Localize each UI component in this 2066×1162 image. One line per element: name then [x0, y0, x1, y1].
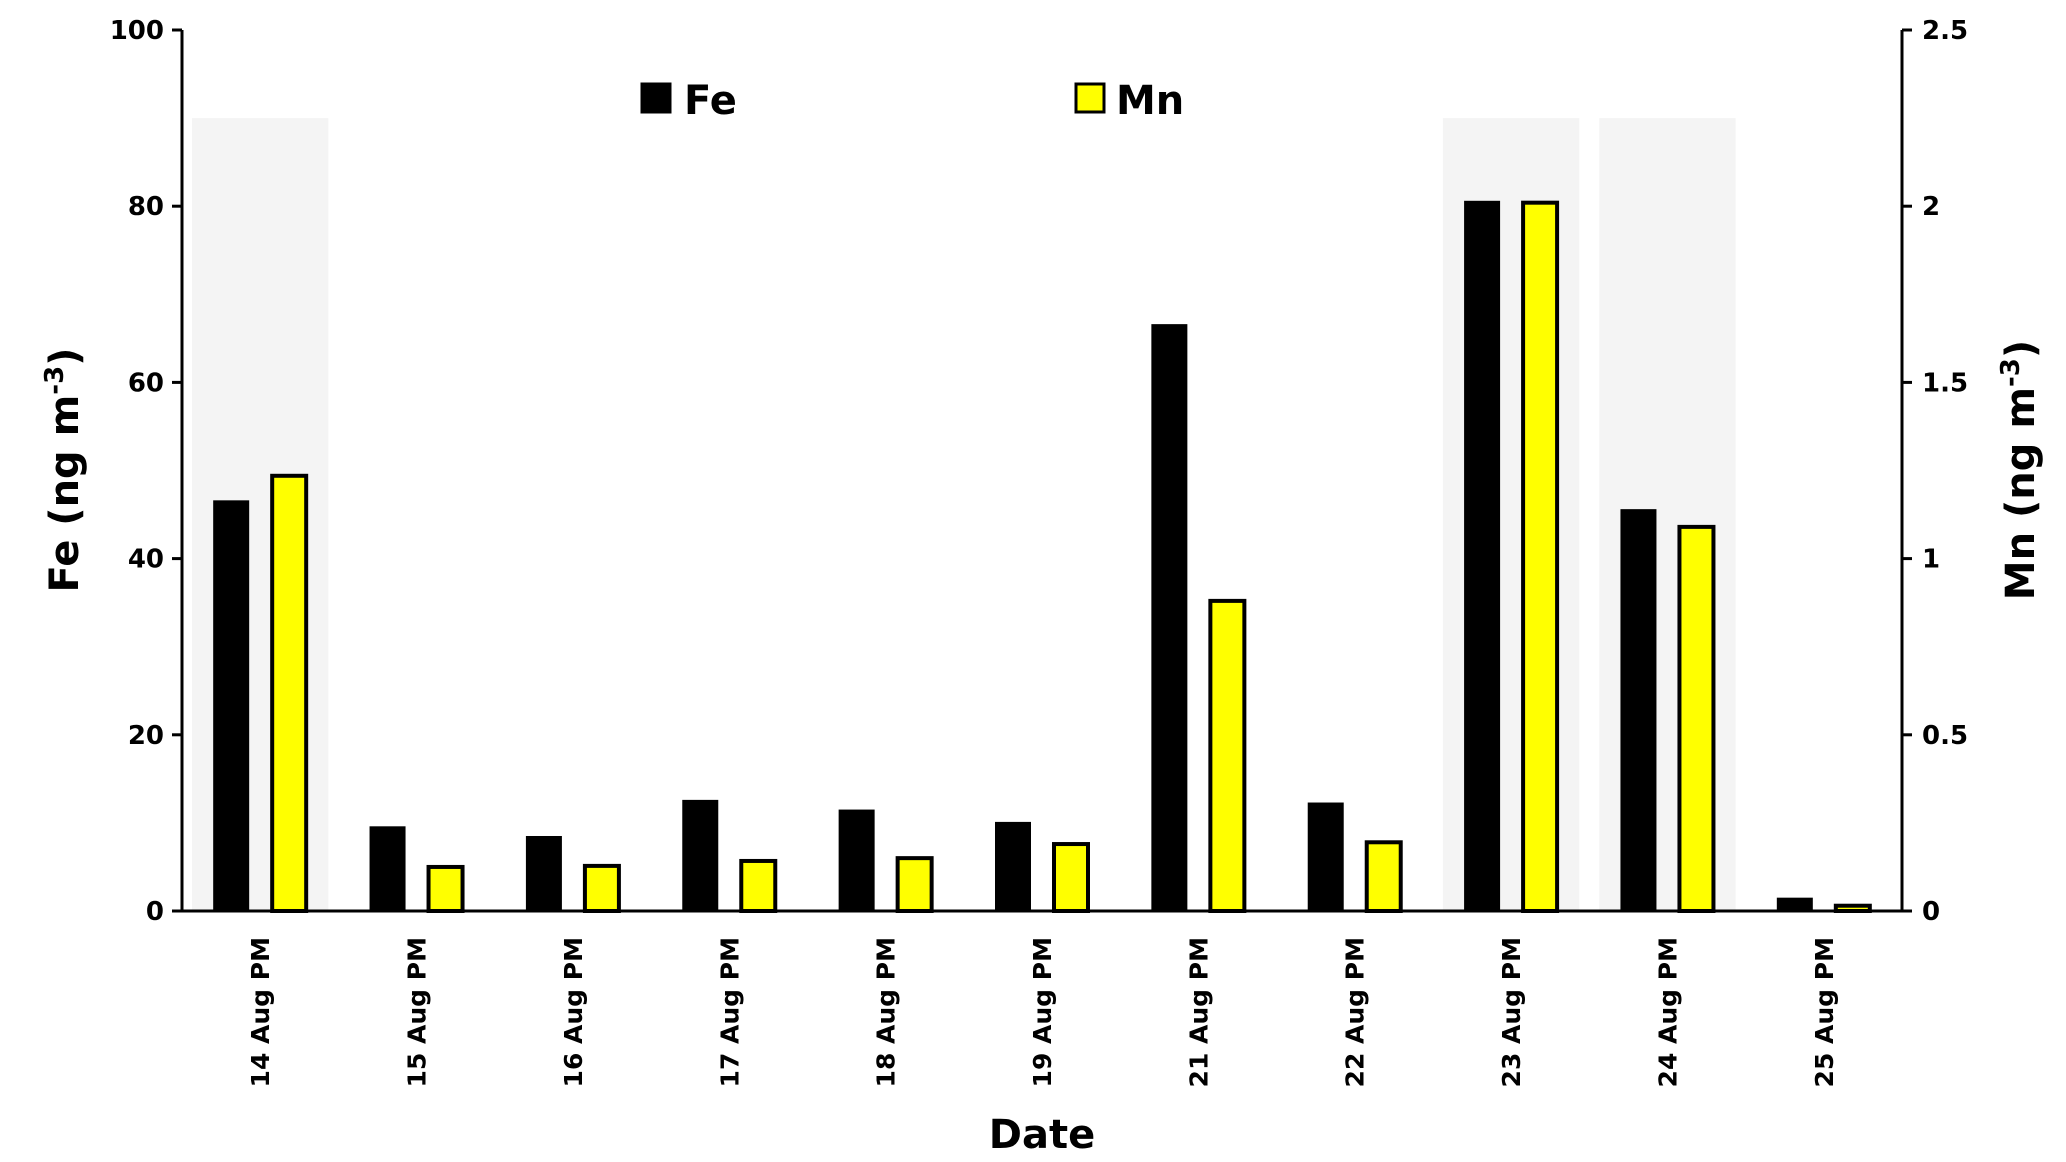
- left-axis-title: Fe (ng m-3): [40, 348, 88, 593]
- right-tick-label: 0: [1922, 897, 1940, 927]
- bar-fe: [995, 821, 1031, 913]
- right-axis-title: Mn (ng m-3): [1996, 340, 2044, 600]
- x-tick-label: 18 Aug PM: [872, 937, 901, 1087]
- right-tick-label: 1: [1922, 545, 1940, 575]
- x-tick-label: 16 Aug PM: [559, 937, 588, 1087]
- left-tick-label: 100: [110, 16, 164, 46]
- bar-fe: [838, 809, 875, 912]
- right-axis-ticks: 0 0.5 1 1.5 2 2.5: [1902, 16, 1968, 927]
- bar-mn: [739, 858, 778, 914]
- x-tick-label: 23 Aug PM: [1497, 937, 1526, 1087]
- legend-swatch-fe: [640, 82, 672, 114]
- bar-mn: [895, 856, 934, 914]
- bar-fe: [1151, 324, 1188, 912]
- right-axis-title-sup: -3: [1996, 358, 2026, 387]
- bar-fe: [1776, 897, 1813, 913]
- left-tick-label: 20: [128, 721, 164, 751]
- left-tick-label: 40: [128, 545, 164, 575]
- bar-fe: [1620, 509, 1657, 912]
- x-tick-label: 25 Aug PM: [1810, 937, 1839, 1087]
- x-tick-label: 15 Aug PM: [403, 937, 432, 1087]
- bar-fe: [682, 799, 719, 912]
- left-tick-label: 80: [128, 192, 164, 222]
- x-tick-label: 14 Aug PM: [246, 937, 275, 1087]
- bar-fe: [1307, 802, 1344, 913]
- bar-fe: [369, 826, 406, 912]
- right-tick-label: 0.5: [1922, 721, 1968, 751]
- x-tick-label: 19 Aug PM: [1028, 937, 1057, 1087]
- bar-fe: [525, 835, 562, 912]
- left-tick-label: 0: [146, 897, 164, 927]
- bar-mn: [1521, 200, 1560, 913]
- bar-fe: [213, 500, 250, 912]
- bar-mn: [426, 864, 465, 914]
- bar-fe: [1464, 200, 1501, 913]
- x-tick-label: 22 Aug PM: [1341, 937, 1370, 1087]
- x-category-labels: 14 Aug PM 15 Aug PM 16 Aug PM 17 Aug PM 18 A…: [246, 937, 1839, 1087]
- bar-mn: [1364, 840, 1403, 913]
- legend-label-fe: Fe: [684, 78, 737, 124]
- bar-mn: [1208, 598, 1247, 913]
- right-tick-label: 2: [1922, 192, 1940, 222]
- x-tick-label: 17 Aug PM: [715, 937, 744, 1087]
- x-tick-label: 21 Aug PM: [1184, 937, 1213, 1087]
- x-axis-title: Date: [989, 1112, 1095, 1158]
- right-tick-label: 1.5: [1922, 368, 1968, 398]
- left-axis-ticks: 0 20 40 60 80 100: [110, 16, 182, 927]
- bar-mn: [1677, 524, 1716, 913]
- bar-mn: [1052, 842, 1090, 914]
- left-axis-title-sup: -3: [40, 366, 70, 395]
- bar-mn: [270, 473, 309, 913]
- legend: Fe Mn: [640, 78, 1184, 124]
- legend-label-mn: Mn: [1116, 78, 1184, 124]
- x-tick-label: 24 Aug PM: [1653, 937, 1682, 1087]
- legend-swatch-mn: [1074, 82, 1106, 114]
- left-tick-label: 60: [128, 368, 164, 398]
- bar-mn: [582, 863, 621, 914]
- right-tick-label: 2.5: [1922, 16, 1968, 46]
- highlight-bands: [192, 118, 1736, 912]
- bars: [213, 200, 1872, 914]
